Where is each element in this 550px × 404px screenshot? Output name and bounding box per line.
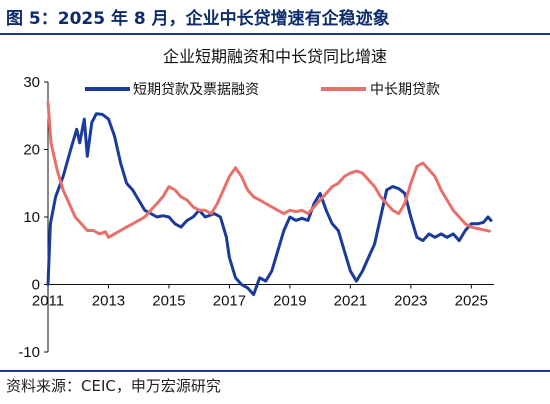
source-note: 资料来源：CEIC，申万宏源研究 bbox=[6, 377, 221, 395]
y-tick-label: 0 bbox=[32, 277, 40, 294]
y-tick-label: -10 bbox=[18, 344, 40, 361]
line-chart: 企业短期融资和中长贷同比增速 短期贷款及票据融资 中长期贷款 -10 0 10 20 3… bbox=[18, 47, 494, 361]
axes: -10 0 10 20 30 2011 2013 2015 2017 2019 2021 2023 20… bbox=[18, 74, 494, 361]
series-line-mid-long-term bbox=[46, 100, 491, 239]
figure-title: 图 5：2025 年 8 月，企业中长贷增速有企稳迹象 bbox=[6, 9, 390, 29]
series-group bbox=[46, 100, 493, 297]
legend-label-short-term: 短期贷款及票据融资 bbox=[133, 82, 259, 98]
x-tick-label: 2013 bbox=[92, 293, 125, 310]
x-tick-label: 2025 bbox=[455, 293, 488, 310]
series-line-short-term bbox=[46, 112, 493, 297]
x-tick-label: 2015 bbox=[152, 293, 185, 310]
x-tick-label: 2011 bbox=[32, 293, 64, 310]
legend: 短期贷款及票据融资 中长期贷款 bbox=[85, 82, 440, 98]
title-rule bbox=[0, 33, 550, 35]
y-tick-label: 30 bbox=[23, 74, 40, 91]
source-rule bbox=[0, 370, 550, 372]
y-tick-label: 10 bbox=[23, 209, 40, 226]
x-tick-label: 2023 bbox=[394, 293, 427, 310]
x-tick-label: 2021 bbox=[334, 293, 367, 310]
x-tick-label: 2017 bbox=[213, 293, 246, 310]
x-tick-label: 2019 bbox=[273, 293, 306, 310]
chart-title: 企业短期融资和中长贷同比增速 bbox=[163, 47, 387, 66]
y-tick-label: 20 bbox=[23, 142, 40, 159]
legend-label-mid-long-term: 中长期贷款 bbox=[370, 82, 440, 98]
